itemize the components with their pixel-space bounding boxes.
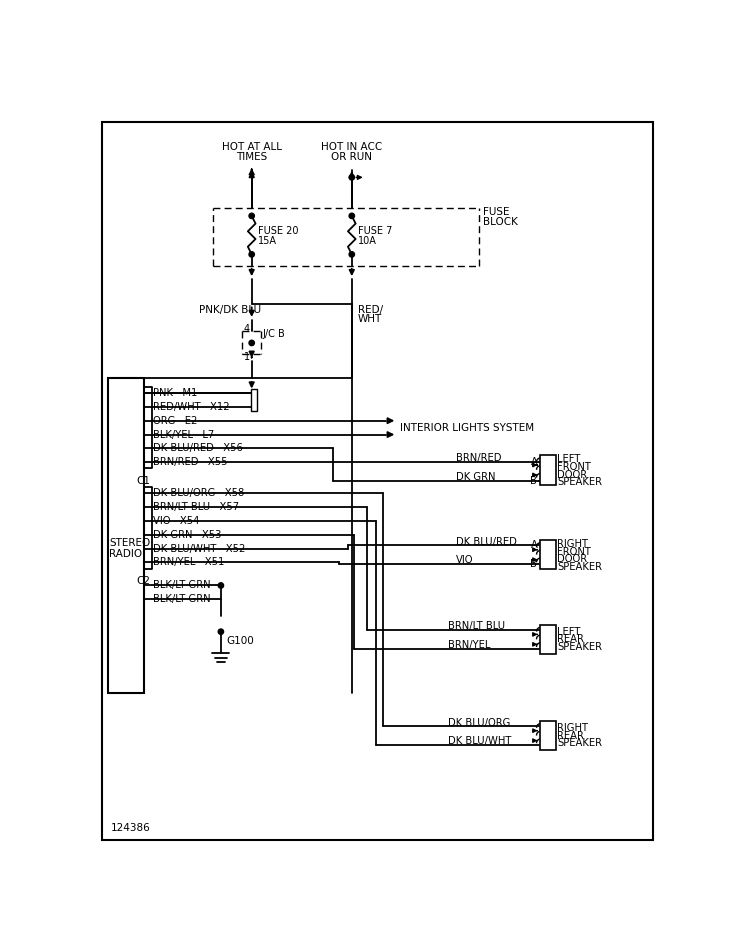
Text: FUSE 20: FUSE 20	[258, 227, 298, 236]
Text: ORG   E2: ORG E2	[153, 416, 197, 426]
Text: BRN/YEL: BRN/YEL	[448, 640, 490, 650]
Text: J/C B: J/C B	[263, 329, 286, 340]
Text: SPEAKER: SPEAKER	[557, 477, 602, 487]
Text: INTERIOR LIGHTS SYSTEM: INTERIOR LIGHTS SYSTEM	[400, 423, 534, 432]
Text: BLK/LT GRN: BLK/LT GRN	[153, 594, 210, 605]
Text: HOT IN ACC: HOT IN ACC	[321, 142, 383, 151]
Text: DK BLU/ORG   X58: DK BLU/ORG X58	[153, 488, 244, 498]
Text: VIO: VIO	[456, 555, 473, 565]
Text: PNK/DK BLU: PNK/DK BLU	[199, 305, 261, 315]
FancyBboxPatch shape	[540, 540, 556, 569]
Circle shape	[249, 340, 255, 346]
Text: C2: C2	[136, 576, 150, 585]
Circle shape	[349, 213, 355, 219]
Text: BLK/LT GRN: BLK/LT GRN	[153, 581, 210, 590]
Text: RADIO: RADIO	[109, 549, 142, 559]
Text: FUSE 7: FUSE 7	[358, 227, 392, 236]
FancyBboxPatch shape	[540, 625, 556, 654]
Text: SPEAKER: SPEAKER	[557, 739, 602, 748]
Text: SPEAKER: SPEAKER	[557, 642, 602, 652]
Text: 10A: 10A	[358, 235, 377, 246]
Text: DK BLU/WHT   X52: DK BLU/WHT X52	[153, 544, 246, 553]
Text: TIMES: TIMES	[236, 152, 267, 163]
Circle shape	[249, 251, 255, 257]
Text: VIO   X54: VIO X54	[153, 516, 199, 526]
Circle shape	[349, 174, 355, 180]
Text: FRONT: FRONT	[557, 462, 591, 472]
Text: A: A	[531, 457, 537, 467]
Text: FUSE: FUSE	[484, 207, 510, 217]
Text: REAR: REAR	[557, 730, 584, 741]
Text: RIGHT: RIGHT	[557, 723, 588, 733]
Text: WHT: WHT	[358, 314, 382, 324]
Circle shape	[349, 251, 355, 257]
Text: DK BLU/RED   X56: DK BLU/RED X56	[153, 444, 243, 453]
Text: OR RUN: OR RUN	[331, 152, 372, 163]
Text: B: B	[531, 476, 537, 486]
Text: DK BLU/RED: DK BLU/RED	[456, 537, 517, 546]
Circle shape	[218, 629, 224, 634]
Text: DK GRN: DK GRN	[456, 472, 495, 482]
FancyBboxPatch shape	[107, 378, 144, 693]
Text: B: B	[531, 559, 537, 569]
Text: G100: G100	[226, 636, 254, 645]
Text: 4: 4	[244, 324, 250, 334]
Circle shape	[249, 213, 255, 219]
Text: HOT AT ALL: HOT AT ALL	[222, 142, 282, 151]
Text: LEFT: LEFT	[557, 626, 581, 637]
Circle shape	[218, 583, 224, 588]
Text: DK BLU/WHT: DK BLU/WHT	[448, 736, 512, 746]
Text: C1: C1	[136, 476, 150, 486]
Text: DK GRN   X53: DK GRN X53	[153, 529, 222, 540]
Text: REAR: REAR	[557, 634, 584, 645]
Text: DOOR: DOOR	[557, 554, 587, 565]
Text: RED/WHT   X12: RED/WHT X12	[153, 402, 230, 412]
Text: DOOR: DOOR	[557, 469, 587, 480]
Text: 1: 1	[244, 352, 250, 362]
Text: BLK/YEL   L7: BLK/YEL L7	[153, 429, 214, 440]
Text: 15A: 15A	[258, 235, 277, 246]
Text: BRN/YEL   X51: BRN/YEL X51	[153, 557, 224, 567]
Text: BRN/LT BLU: BRN/LT BLU	[448, 622, 505, 631]
Text: A: A	[531, 541, 537, 550]
Text: LEFT: LEFT	[557, 454, 581, 465]
Text: PNK   M1: PNK M1	[153, 388, 197, 398]
Text: 124386: 124386	[111, 823, 151, 833]
Text: STEREO: STEREO	[109, 538, 150, 548]
Text: RED/: RED/	[358, 305, 383, 315]
FancyBboxPatch shape	[540, 721, 556, 750]
Text: RIGHT: RIGHT	[557, 539, 588, 549]
Text: BRN/RED: BRN/RED	[456, 453, 501, 464]
Text: BRN/LT BLU   X57: BRN/LT BLU X57	[153, 502, 239, 512]
Text: FRONT: FRONT	[557, 546, 591, 557]
Text: DK BLU/ORG: DK BLU/ORG	[448, 718, 510, 727]
Text: BRN/RED   X55: BRN/RED X55	[153, 457, 227, 467]
FancyBboxPatch shape	[540, 455, 556, 485]
FancyBboxPatch shape	[251, 389, 257, 410]
Text: SPEAKER: SPEAKER	[557, 562, 602, 572]
Text: BLOCK: BLOCK	[484, 217, 518, 227]
